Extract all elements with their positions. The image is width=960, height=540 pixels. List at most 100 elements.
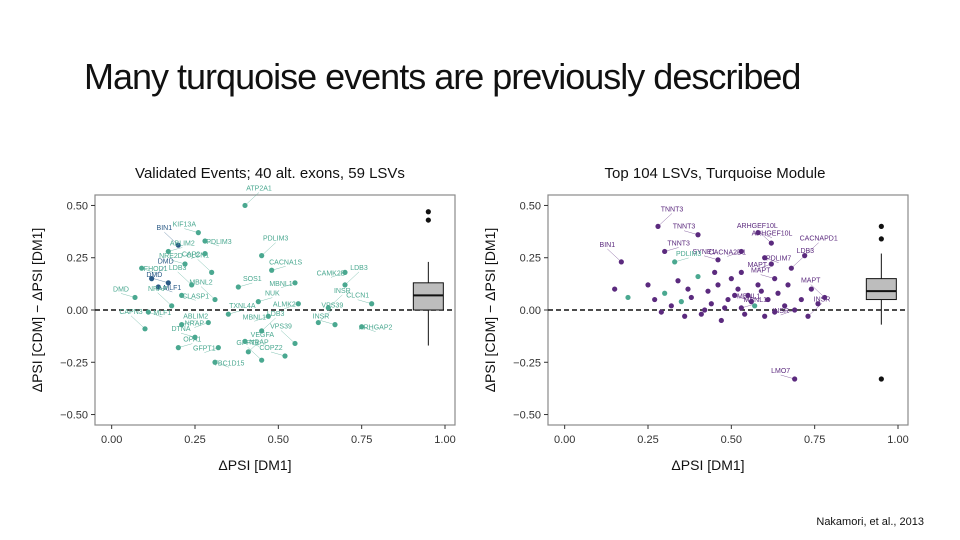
data-point — [672, 259, 678, 265]
point-label: FHOD1 — [144, 266, 168, 273]
data-point — [738, 269, 744, 275]
label-leader-line — [261, 242, 276, 256]
data-point — [652, 296, 658, 303]
point-label: VPS39 — [321, 303, 343, 310]
data-point — [225, 311, 231, 317]
data-point — [798, 296, 804, 303]
label-leader-line — [657, 213, 673, 227]
data-point — [292, 280, 298, 286]
point-label: DMD — [146, 272, 162, 279]
data-point — [655, 223, 661, 229]
point-label: CAMK2B — [317, 270, 346, 277]
data-point — [712, 269, 718, 275]
point-label: INSR — [772, 308, 789, 315]
x-tick-label: 0.50 — [721, 434, 742, 446]
data-point — [745, 292, 751, 298]
point-label: MAPT — [801, 277, 821, 284]
data-point — [245, 349, 251, 355]
point-label: MLF1 — [153, 310, 171, 317]
data-point — [685, 286, 691, 292]
point-label: DTNA — [171, 326, 190, 333]
label-leader-line — [607, 248, 622, 263]
point-label: CACNA2D1 — [709, 249, 746, 256]
data-point — [189, 282, 195, 288]
x-tick-label: 1.00 — [434, 434, 455, 446]
point-label: ARHGEF10L — [752, 231, 793, 238]
data-point — [265, 313, 271, 319]
data-point — [775, 290, 781, 296]
point-label: KIF13A — [173, 222, 197, 229]
label-leader-line — [804, 242, 819, 256]
data-point — [715, 282, 721, 288]
point-label: BIN1 — [600, 242, 616, 249]
point-label: MAPT — [748, 262, 768, 269]
data-point — [269, 267, 275, 273]
slide-title: Many turquoise events are previously des… — [84, 56, 801, 97]
data-point — [169, 303, 175, 309]
chart-title: Top 104 LSVs, Turquoise Module — [605, 165, 826, 182]
data-point — [205, 319, 211, 326]
point-label: MAPT — [751, 268, 771, 275]
data-point — [688, 294, 694, 301]
data-point — [748, 299, 754, 305]
x-tick-label: 0.00 — [554, 434, 575, 446]
point-label: NRE2D — [159, 253, 183, 260]
point-label: CLASP1 — [182, 293, 209, 300]
x-tick-label: 0.75 — [804, 434, 825, 446]
data-point — [808, 286, 814, 292]
point-label: VEGFA — [251, 332, 275, 339]
data-point — [702, 307, 708, 313]
data-point — [179, 292, 185, 298]
data-point — [202, 250, 208, 257]
data-point — [772, 276, 778, 282]
label-leader-line — [757, 229, 772, 244]
point-label: ARHGEF10L — [737, 223, 778, 230]
y-tick-label: −0.25 — [60, 357, 88, 369]
point-label: GFPT1 — [193, 346, 216, 353]
boxplot-outlier — [425, 217, 431, 223]
data-point — [212, 359, 218, 365]
data-point — [332, 322, 338, 328]
data-point — [695, 273, 701, 280]
data-point — [675, 278, 681, 284]
point-label: TBC1D15 — [214, 360, 245, 367]
data-point — [255, 299, 261, 305]
data-point — [788, 265, 794, 271]
data-point — [175, 242, 181, 248]
label-leader-line — [200, 286, 216, 300]
point-label: LDB3 — [169, 265, 187, 272]
data-point — [722, 305, 728, 311]
data-point — [782, 303, 788, 309]
point-label: PDLIM3 — [263, 236, 288, 243]
point-label: ABLIM2 — [170, 240, 195, 247]
point-label: COPZ2 — [259, 345, 282, 352]
point-label: OPA1 — [183, 337, 201, 344]
label-leader-line — [130, 315, 146, 330]
chart-title: Validated Events; 40 alt. exons, 59 LSVs — [135, 165, 405, 182]
data-point — [195, 230, 201, 236]
point-label: MBNL2 — [189, 280, 212, 287]
data-point — [142, 326, 148, 332]
data-point — [612, 286, 618, 292]
point-label: CACNAPD1 — [800, 236, 838, 243]
data-point — [259, 357, 265, 363]
data-point — [295, 301, 301, 307]
data-point — [618, 259, 624, 265]
point-label: LDB3 — [350, 265, 368, 272]
point-label: NRAP — [185, 321, 205, 328]
y-tick-label: 0.00 — [520, 305, 541, 317]
point-label: ABLIM2 — [183, 314, 208, 321]
boxplot-box — [865, 278, 897, 301]
data-point — [179, 322, 185, 328]
point-label: NRAP — [148, 286, 168, 293]
data-point — [738, 305, 744, 311]
data-point — [708, 301, 714, 307]
data-point — [695, 232, 701, 238]
point-label: SYNE1 — [693, 249, 716, 256]
data-point — [212, 296, 218, 303]
point-label: PDLIM3 — [206, 239, 231, 246]
citation: Nakamori, et al., 2013 — [816, 516, 924, 528]
data-point — [805, 313, 811, 319]
data-point — [682, 313, 688, 319]
y-tick-label: −0.50 — [513, 410, 541, 422]
